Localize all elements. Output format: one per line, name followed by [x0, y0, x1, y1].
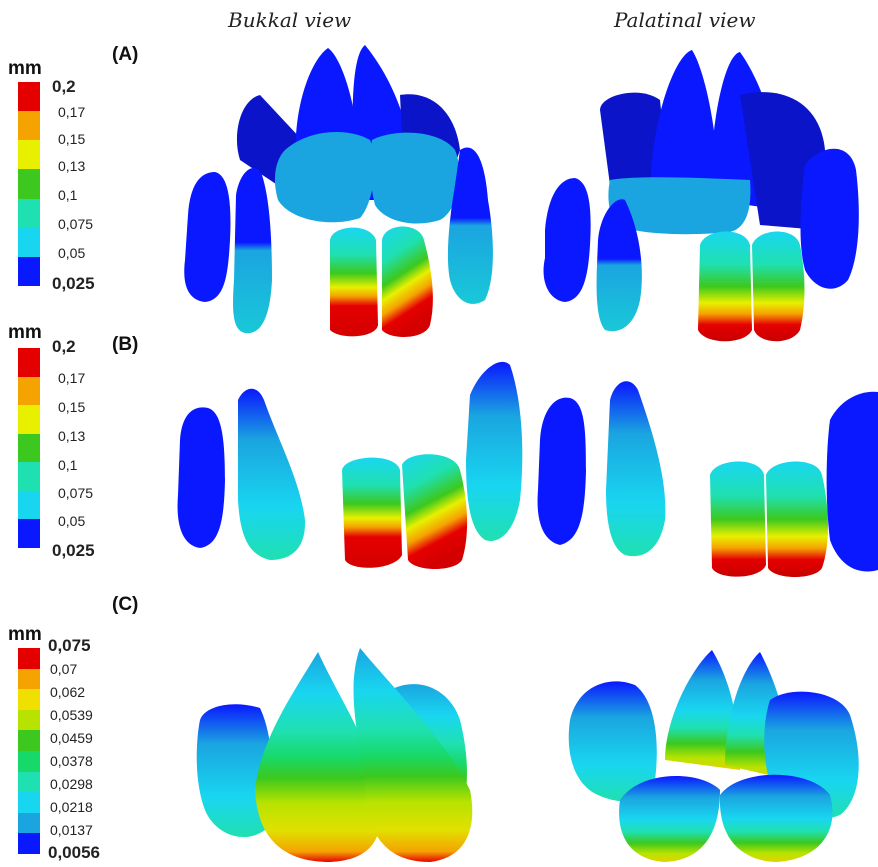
colorbar-segment [18, 348, 40, 377]
legend-b-tick: 0,13 [58, 428, 86, 444]
colorbar-segment [18, 405, 40, 434]
panel-b-bukkal [177, 361, 523, 569]
colorbar-segment [18, 519, 40, 548]
bukkal-view-title: Bukkal view [228, 8, 352, 32]
legend-c-tick: 0,0378 [50, 753, 93, 769]
legend-b-tick: 0,17 [58, 370, 86, 386]
colorbar-segment [18, 82, 40, 112]
legend-c-tick: 0,0459 [50, 730, 93, 746]
colorbar-segment [18, 792, 40, 813]
colorbar-segment [18, 433, 40, 463]
colorbar-segment [18, 771, 40, 793]
legend-c-tick: 0,0539 [50, 707, 93, 723]
colorbar-segment [18, 256, 40, 286]
legend-a-tick: 0,13 [58, 158, 86, 174]
colorbar-segment [18, 648, 40, 669]
legend-b-tick: 0,05 [58, 513, 86, 529]
legend-b-unit: mm [8, 322, 42, 343]
colorbar-segment [18, 668, 40, 690]
legend-c-tick: 0,07 [50, 661, 78, 677]
panel-b-label: (B) [112, 334, 139, 355]
legend-a-max: 0,2 [52, 77, 76, 96]
legend-a-tick: 0,17 [58, 104, 86, 120]
panel-c-palatinal [568, 650, 859, 862]
colorbar-segment [18, 140, 40, 170]
legend-a-min: 0,025 [52, 274, 95, 293]
legend-b-tick: 0,075 [58, 485, 94, 501]
legend-b-max: 0,2 [52, 337, 76, 356]
panel-a-palatinal [543, 50, 859, 342]
legend-c-min: 0,0056 [48, 843, 100, 862]
legend-b-tick: 0,15 [58, 399, 86, 415]
legend-a-tick: 0,15 [58, 131, 86, 147]
legend-c-tick: 0,0218 [50, 799, 93, 815]
legend-b-tick: 0,1 [58, 457, 78, 473]
legend-a-tick: 0,075 [58, 216, 94, 232]
colorbar-segment [18, 169, 40, 199]
panel-a-bukkal [184, 45, 493, 337]
palatinal-view-title: Palatinal view [614, 8, 756, 32]
colorbar-segment [18, 833, 40, 854]
legend-a-colorbar [18, 82, 40, 286]
legend-c-unit: mm [8, 624, 42, 645]
legend-c-max: 0,075 [48, 636, 91, 655]
panel-c-label: (C) [112, 594, 139, 615]
legend-c-tick: 0,0137 [50, 822, 93, 838]
colorbar-segment [18, 462, 40, 491]
colorbar-segment [18, 376, 40, 406]
colorbar-segment [18, 689, 40, 710]
legend-c-tick: 0,062 [50, 684, 86, 700]
legend-a-unit: mm [8, 58, 42, 79]
legend-a-tick: 0,05 [58, 245, 86, 261]
legend-a-tick: 0,1 [58, 187, 78, 203]
legend-b-min: 0,025 [52, 541, 95, 560]
panel-c-bukkal [196, 648, 473, 862]
legend-c-tick: 0,0298 [50, 776, 93, 792]
colorbar-segment [18, 490, 40, 520]
colorbar-segment [18, 111, 40, 141]
colorbar-segment [18, 227, 40, 257]
colorbar-segment [18, 812, 40, 834]
panel-b-palatinal [537, 381, 878, 577]
colorbar-segment [18, 198, 40, 228]
colorbar-segment [18, 709, 40, 731]
legend-c-colorbar [18, 648, 40, 854]
panel-a-label: (A) [112, 44, 139, 65]
legend-b-colorbar [18, 348, 40, 548]
colorbar-segment [18, 750, 40, 772]
colorbar-segment [18, 730, 40, 751]
